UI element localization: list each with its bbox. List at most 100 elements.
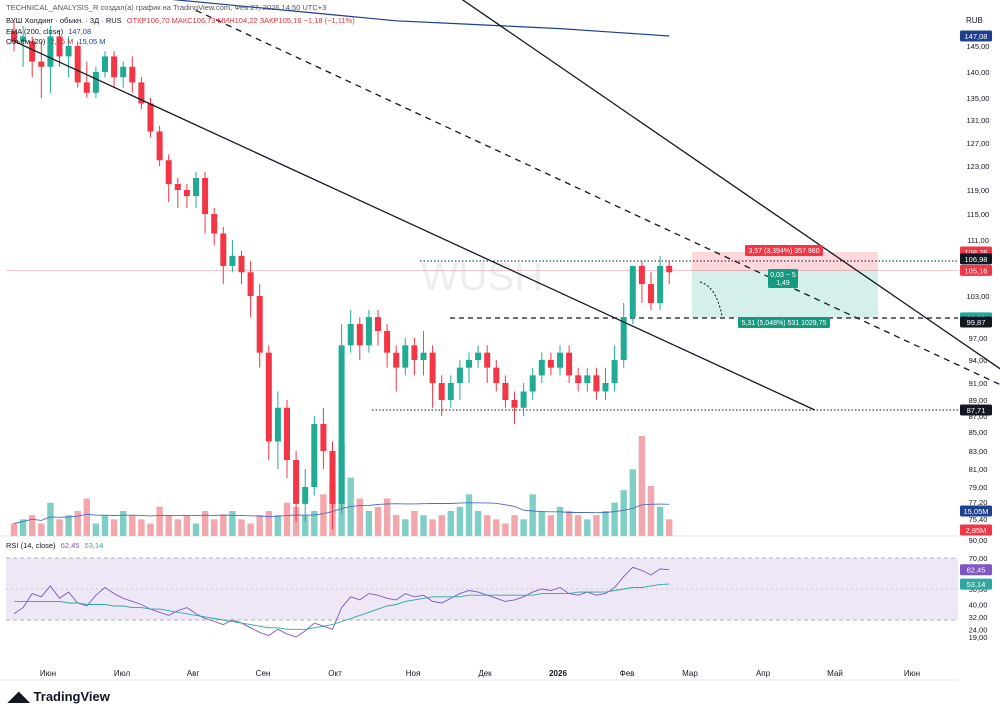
candle-body xyxy=(338,345,345,504)
volume-bar xyxy=(593,515,600,536)
candle-body xyxy=(393,352,400,368)
candle-body xyxy=(475,352,482,360)
candle-body xyxy=(38,61,45,67)
candle-body xyxy=(666,265,673,273)
candle-body xyxy=(320,424,327,451)
symbol-line: ВУШ Холдинг · обыкн. · 3Д · RUS ОТКР106,… xyxy=(6,16,358,25)
price-tick-label: 123,00 xyxy=(967,162,990,171)
volume-bar xyxy=(547,515,555,536)
volume-bar xyxy=(183,515,191,536)
candle-body xyxy=(411,345,418,360)
rsi-badge: 62,45 xyxy=(967,566,986,575)
candle-body xyxy=(74,46,81,83)
candle-body xyxy=(638,265,645,285)
tradingview-logo[interactable]: ◢◣ TradingView xyxy=(8,688,110,705)
time-tick-label: Окт xyxy=(328,669,342,678)
rsi-tick-label: 32,00 xyxy=(969,613,988,622)
volume-bar xyxy=(493,519,500,536)
volume-bar xyxy=(411,511,418,536)
time-tick-label: Авг xyxy=(187,669,200,678)
trade-stop-label-bg xyxy=(738,317,830,328)
trade-target-label: 3,57 (3,394%) 357 980 xyxy=(748,248,819,255)
time-tick-label: Май xyxy=(827,669,843,678)
volume-bar xyxy=(38,523,45,536)
candle-body xyxy=(456,367,463,383)
ema-legend[interactable]: EMA (200, close) 147,08 xyxy=(6,27,94,36)
candle-body xyxy=(511,400,518,408)
ema-line xyxy=(171,0,670,37)
price-badge-bg xyxy=(960,264,992,276)
volume-bar xyxy=(638,436,646,536)
candle-body xyxy=(147,103,154,132)
volume-legend[interactable]: Объём (20) 2,85 М 15,05 М xyxy=(6,37,109,46)
volume-bar xyxy=(265,511,272,536)
candle-body xyxy=(165,160,172,184)
volume-bar xyxy=(211,519,218,536)
volume-bar xyxy=(220,515,227,536)
price-badge-bg xyxy=(960,316,992,328)
volume-bar xyxy=(192,523,200,536)
rsi-line xyxy=(13,566,670,638)
volume-bar xyxy=(484,515,491,536)
candle-body xyxy=(193,178,199,196)
candle-body xyxy=(484,352,491,368)
volume-bar xyxy=(256,515,263,536)
rsi-badge-bg xyxy=(960,564,992,576)
candle-body xyxy=(11,31,17,42)
rsi-legend[interactable]: RSI (14, close) 62,45 53,14 xyxy=(6,541,106,550)
price-tick-label: 79,00 xyxy=(969,483,988,492)
volume-bar xyxy=(174,519,181,536)
price-tick-label: 127,00 xyxy=(967,139,990,148)
symbol-name[interactable]: ВУШ Холдинг · обыкн. · 3Д · RUS xyxy=(6,16,122,25)
price-badge-bg xyxy=(960,253,992,265)
trade-center-label-2: 1,49 xyxy=(776,280,790,287)
volume-bar xyxy=(165,515,172,536)
volume-bar xyxy=(420,515,427,536)
volume-bar xyxy=(274,515,282,536)
volume-bar xyxy=(465,494,473,536)
candle-body xyxy=(20,36,27,42)
volume-bar xyxy=(283,502,291,536)
price-badge-bg xyxy=(960,30,992,42)
price-tick-label: 90,00 xyxy=(969,536,988,545)
volume-bar xyxy=(247,523,254,536)
candle-body xyxy=(593,375,600,392)
price-tick-label: 87,00 xyxy=(969,412,988,421)
time-tick-label: 2026 xyxy=(549,669,567,678)
candle-body xyxy=(65,46,72,57)
candle-body xyxy=(520,391,527,408)
candle-body xyxy=(648,284,654,304)
candle-body xyxy=(129,66,136,83)
volume-bar xyxy=(229,511,236,536)
volume-bar xyxy=(575,515,582,536)
price-badge: 105,16 xyxy=(965,266,988,275)
volume-bar xyxy=(365,511,373,536)
time-tick-label: Фев xyxy=(620,669,635,678)
candle-body xyxy=(375,317,381,332)
candle-body xyxy=(347,324,354,346)
candle-body xyxy=(256,296,263,353)
candle-body xyxy=(329,451,336,504)
trend-line-3 xyxy=(195,9,1000,386)
volume-bar xyxy=(302,515,309,536)
ema-value: 147,08 xyxy=(68,27,92,36)
time-tick-label: Июл xyxy=(114,669,131,678)
candle-body xyxy=(402,345,409,368)
tradingview-logo-text: TradingView xyxy=(33,689,110,704)
volume-bar xyxy=(138,519,145,536)
candle-body xyxy=(420,352,427,360)
volume-bar xyxy=(47,502,54,536)
volume-bar xyxy=(120,511,127,536)
volume-bar xyxy=(101,515,109,536)
volume-bar xyxy=(402,519,409,536)
volume-bar xyxy=(19,519,27,536)
volume-bar xyxy=(356,498,363,536)
candle-body xyxy=(92,72,99,93)
volume-bar xyxy=(147,523,154,536)
ema-label: EMA (200, close) xyxy=(6,27,64,36)
volume-bar xyxy=(611,502,618,536)
volume-bar xyxy=(129,515,136,536)
trade-center-label-bg xyxy=(768,269,798,288)
volume-bar xyxy=(74,511,81,536)
